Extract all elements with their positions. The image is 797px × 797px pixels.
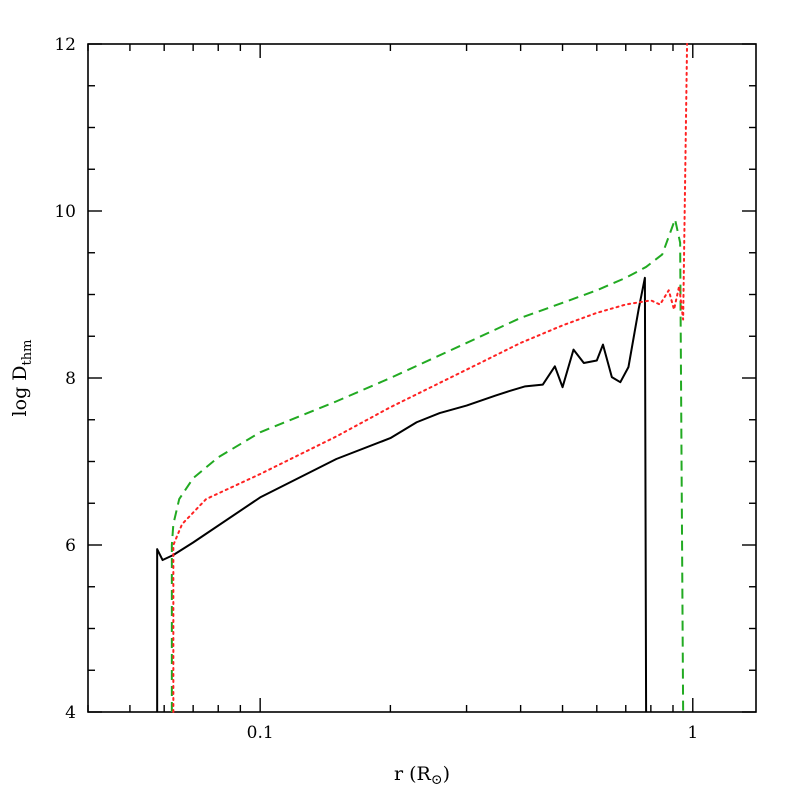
y-tick-labels: 4 6 8 10 12 [54, 35, 76, 723]
x-tick-label: 1 [687, 723, 698, 743]
series-solid-black [156, 276, 648, 713]
y-axis-title: log Dthm [9, 340, 35, 417]
y-tick-label: 6 [65, 536, 76, 556]
series-layer [156, 43, 689, 713]
x-axis-title: r (R⊙) [394, 763, 450, 788]
series-dashed-green [170, 218, 685, 713]
series-dotted-red [172, 43, 689, 713]
plot-frame [87, 43, 757, 713]
y-tick-label: 12 [54, 35, 76, 55]
axis-ticks [87, 43, 756, 713]
y-tick-label: 8 [65, 369, 76, 389]
x-tick-labels: 0.1 1 [247, 723, 699, 743]
x-tick-label: 0.1 [247, 723, 274, 743]
y-tick-label: 10 [54, 202, 76, 222]
y-tick-label: 4 [65, 703, 76, 723]
